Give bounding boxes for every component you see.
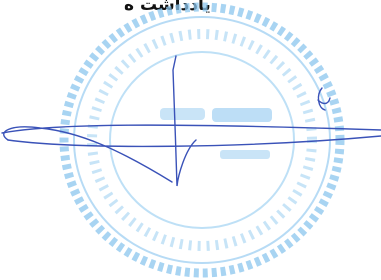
stamp-mark bbox=[212, 108, 272, 122]
document-scan: یادداشت ه bbox=[0, 0, 381, 280]
stamp-mark bbox=[160, 108, 205, 120]
page: یادداشت ه (() => { const data = JSON.par… bbox=[0, 0, 381, 280]
stamp-mark bbox=[220, 150, 270, 159]
